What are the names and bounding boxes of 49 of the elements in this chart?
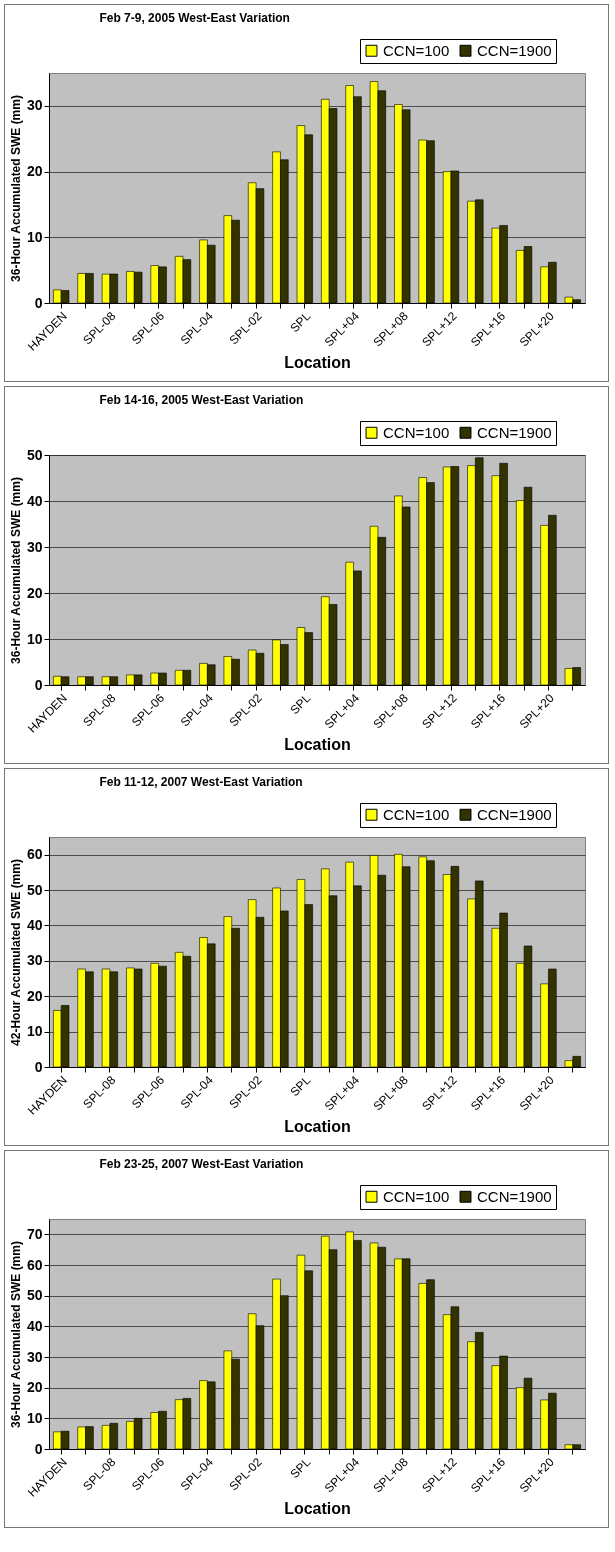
y-tick-label: 0 [34,294,43,311]
y-tick-label: 40 [26,1317,43,1334]
y-tick-label: 20 [26,163,43,180]
x-tick-label: SPL [287,308,314,336]
legend-label: CCN=100 [383,423,450,441]
chart-title: Feb 14-16, 2005 West-East Variation [99,392,304,407]
y-tick-label: 10 [26,228,43,245]
x-axis-title: Location [284,1118,351,1136]
y-tick-label: 30 [26,1348,43,1365]
y-tick-label: 20 [26,584,43,601]
y-tick-label: 0 [34,1058,43,1075]
y-tick-label: 20 [26,1379,43,1396]
x-axis-title: Location [284,1500,351,1518]
y-axis-title: 42-Hour Accumulated SWE (mm) [8,859,23,1046]
legend-label: CCN=100 [383,1187,450,1205]
x-tick-label: SPL [287,1072,314,1100]
y-tick-label: 30 [26,538,43,555]
y-tick-label: 0 [34,1440,43,1457]
legend-label: CCN=1900 [477,805,552,823]
y-tick-label: 50 [26,1287,43,1304]
y-axis-title: 36-Hour Accumulated SWE (mm) [8,477,23,664]
x-axis-title: Location [284,736,351,754]
legend-label: CCN=1900 [477,41,552,59]
y-tick-label: 60 [26,846,43,863]
legend-label: CCN=100 [383,41,450,59]
x-tick-label: SPL [287,690,314,718]
legend-label: CCN=1900 [477,423,552,441]
chart-title: Feb 7-9, 2005 West-East Variation [99,10,290,25]
y-tick-label: 40 [26,916,43,933]
y-tick-label: 10 [26,630,43,647]
y-axis-title: 36-Hour Accumulated SWE (mm) [8,95,23,282]
y-tick-label: 30 [26,952,43,969]
x-axis-title: Location [284,354,351,372]
y-tick-label: 30 [26,97,43,114]
y-tick-label: 70 [26,1225,43,1242]
chart-title: Feb 11-12, 2007 West-East Variation [99,774,303,789]
y-tick-label: 50 [26,881,43,898]
x-tick-label: SPL [287,1454,314,1482]
y-tick-label: 10 [26,1409,43,1426]
y-tick-label: 50 [26,446,43,463]
y-tick-label: 0 [34,676,43,693]
y-tick-label: 10 [26,1023,43,1040]
y-axis-title: 36-Hour Accumulated SWE (mm) [8,1241,23,1428]
y-tick-label: 60 [26,1256,43,1273]
legend-label: CCN=1900 [477,1187,552,1205]
legend-label: CCN=100 [383,805,450,823]
y-tick-label: 40 [26,492,43,509]
y-tick-label: 20 [26,987,43,1004]
chart-title: Feb 23-25, 2007 West-East Variation [99,1156,304,1171]
